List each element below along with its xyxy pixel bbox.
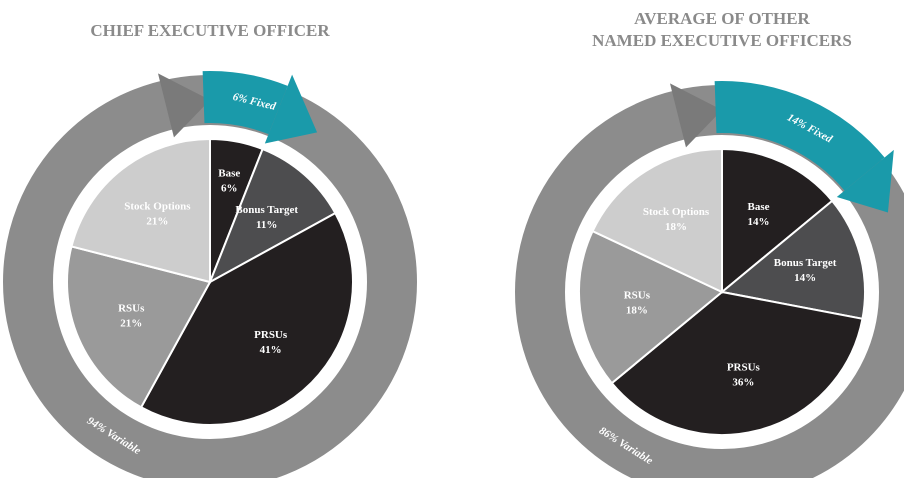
pie-slice bbox=[70, 137, 211, 284]
slice-label: Base bbox=[748, 201, 770, 213]
fixed-arrowhead bbox=[836, 149, 894, 213]
pie-slice bbox=[208, 147, 337, 285]
ring-arrow bbox=[669, 83, 722, 148]
slice-label: Stock Options bbox=[643, 206, 710, 218]
slice-value: 18% bbox=[665, 221, 687, 233]
slice-value: 36% bbox=[732, 377, 754, 389]
slice-value: 6% bbox=[221, 182, 238, 194]
pie-slice bbox=[578, 229, 724, 385]
slice-value: 11% bbox=[256, 219, 277, 231]
chart-title: NAMED EXECUTIVE OFFICERS bbox=[592, 31, 852, 50]
pie-slice bbox=[719, 199, 866, 320]
slice-value: 14% bbox=[794, 272, 816, 284]
fixed-arc bbox=[714, 81, 885, 191]
pie-slice bbox=[610, 290, 864, 436]
ring-arrow bbox=[157, 73, 210, 138]
slice-label: PRSUs bbox=[254, 329, 288, 341]
slice-label: Stock Options bbox=[124, 201, 191, 213]
slice-label: PRSUs bbox=[727, 362, 761, 374]
pie-slice bbox=[721, 147, 834, 295]
slice-value: 18% bbox=[626, 304, 648, 316]
slice-value: 41% bbox=[260, 344, 282, 356]
slice-label: RSUs bbox=[624, 289, 651, 301]
pie-slice bbox=[139, 211, 354, 426]
pie-slice bbox=[591, 147, 723, 294]
fixed-arrowhead bbox=[264, 74, 318, 144]
chart-title: AVERAGE OF OTHER bbox=[634, 9, 810, 28]
slice-label: Base bbox=[218, 167, 240, 179]
slice-label: Bonus Target bbox=[235, 204, 298, 216]
chart-title: CHIEF EXECUTIVE OFFICER bbox=[90, 21, 330, 40]
slice-label: RSUs bbox=[118, 303, 145, 315]
slice-value: 21% bbox=[120, 318, 142, 330]
pie-slice bbox=[66, 245, 212, 409]
fixed-arc bbox=[202, 71, 288, 135]
slice-value: 14% bbox=[748, 216, 770, 228]
slice-label: Bonus Target bbox=[774, 257, 837, 269]
slice-value: 21% bbox=[146, 216, 168, 228]
